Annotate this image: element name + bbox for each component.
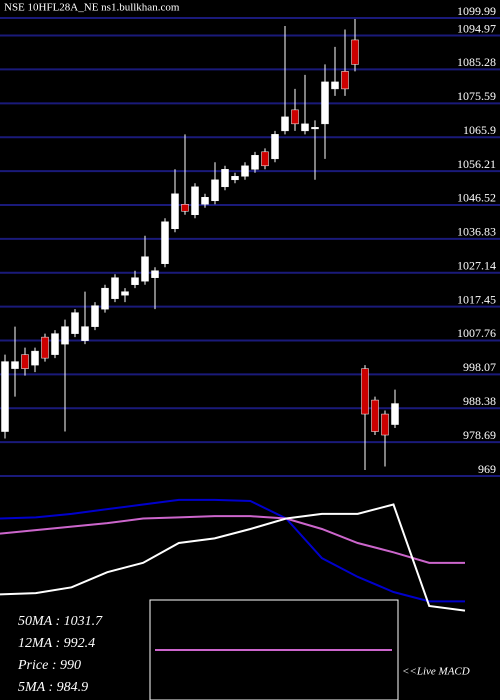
candle-body (11, 361, 19, 369)
y-tick-label: 1065.9 (463, 123, 496, 137)
legend-text: 12MA : 992.4 (18, 636, 95, 651)
candle-body (81, 326, 89, 341)
candle-body (111, 277, 119, 299)
candle-body (151, 270, 159, 278)
legend-text: 50MA : 1031.7 (18, 614, 103, 629)
y-tick-label: 1056.21 (457, 157, 496, 171)
candle-body (51, 333, 59, 355)
candle-body (251, 155, 259, 170)
candle-body (131, 277, 139, 285)
candle-body (301, 123, 309, 132)
y-tick-label: 1017.45 (457, 292, 496, 306)
candle-body (211, 179, 219, 202)
candle-body (231, 176, 239, 181)
candle-body (201, 197, 209, 205)
candle-body (281, 116, 289, 132)
y-tick-label: 988.38 (463, 394, 496, 408)
y-tick-label: 1085.28 (457, 55, 496, 69)
candle-body (31, 350, 39, 366)
candle-body (381, 413, 389, 436)
chart-title: NSE 10HFL28A_NE ns1.bullkhan.com (4, 2, 180, 14)
y-tick-label: 1046.52 (457, 191, 496, 205)
candle-body (261, 151, 269, 167)
candle-body (41, 336, 49, 359)
candle-body (241, 165, 249, 177)
y-tick-label: 1007.76 (457, 326, 496, 340)
candle-body (371, 399, 379, 432)
candle-body (181, 204, 189, 212)
y-tick-label: 1027.14 (457, 258, 496, 272)
candle-body (391, 403, 399, 425)
candle-body (221, 169, 229, 188)
y-tick-label: 1036.83 (457, 225, 496, 239)
candle-body (321, 81, 329, 125)
y-tick-label: 998.07 (463, 360, 496, 374)
y-tick-label: 978.69 (463, 428, 496, 442)
candle-body (291, 109, 299, 125)
candle-body (351, 39, 359, 65)
y-tick-label: 969 (478, 462, 496, 476)
macd-label: <<Live MACD (402, 666, 470, 678)
candle-body (91, 305, 99, 327)
candle-body (21, 354, 29, 369)
candle-body (361, 368, 369, 415)
candle-body (1, 361, 9, 432)
y-tick-label: 1094.97 (457, 21, 496, 35)
candle-body (121, 291, 129, 296)
candle-body (331, 81, 339, 90)
candle-body (271, 134, 279, 160)
candle-body (341, 71, 349, 90)
macd-box (149, 599, 399, 700)
indicator-line (0, 503, 466, 612)
candle-body (311, 127, 319, 130)
candle-body (101, 287, 109, 310)
candle-body (161, 221, 169, 264)
y-tick-label: 1099.99 (457, 4, 496, 18)
indicator-line (0, 498, 465, 603)
y-tick-label: 1075.59 (457, 89, 496, 103)
candle-body (191, 186, 199, 216)
legend-text: 5MA : 984.9 (18, 680, 88, 695)
legend-text: Price : 990 (17, 658, 81, 673)
candle-body (141, 256, 149, 282)
candle-body (71, 312, 79, 334)
candle-body (171, 193, 179, 229)
candle-body (61, 326, 69, 345)
indicator-line (0, 515, 465, 564)
